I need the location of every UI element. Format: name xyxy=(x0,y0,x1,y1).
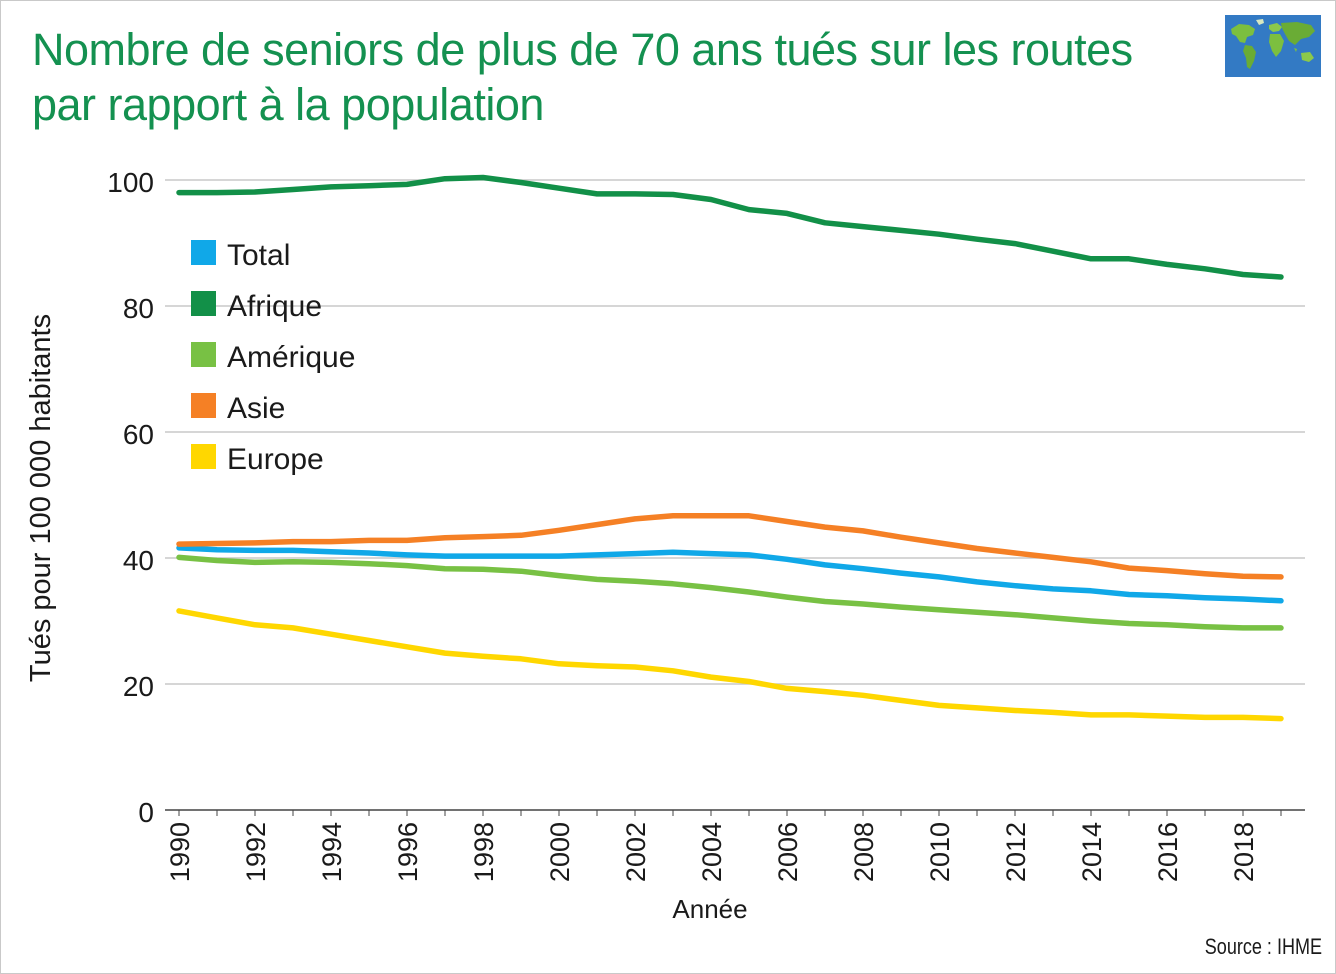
x-axis-title: Année xyxy=(672,894,747,924)
legend-label-afrique: Afrique xyxy=(227,290,322,323)
axes: 0 20 40 60 80 100 1990 1992 1994 1996 1998 2000 2002… xyxy=(107,167,1305,882)
x-tick-label-2008: 2008 xyxy=(849,822,879,882)
x-tick-label-2000: 2000 xyxy=(545,822,575,882)
legend-swatch-europe xyxy=(191,444,216,469)
series-line-amrique xyxy=(176,554,1284,631)
x-tick-label-2018: 2018 xyxy=(1229,822,1259,882)
legend-swatch-amrique xyxy=(191,342,216,367)
legend: Total Afrique Amérique Asie Europe xyxy=(191,239,355,476)
y-tick-label-80: 80 xyxy=(123,293,154,324)
chart-title-line-1: Nombre de seniors de plus de 70 ans tués… xyxy=(32,24,1133,75)
world-map-icon xyxy=(1225,15,1321,77)
series-line-afrique xyxy=(176,174,1284,280)
x-tick-label-1994: 1994 xyxy=(317,822,347,882)
y-axis-title: Tués pour 100 000 habitants xyxy=(25,314,57,682)
x-tick-label-2016: 2016 xyxy=(1153,822,1183,882)
series-line-total xyxy=(176,545,1284,604)
series-line-asie xyxy=(176,513,1284,580)
y-tick-label-40: 40 xyxy=(123,545,154,576)
x-tick-label-2006: 2006 xyxy=(773,822,803,882)
axis-labels: Année Tués pour 100 000 habitants xyxy=(25,314,748,924)
x-tick-label-1996: 1996 xyxy=(393,822,423,882)
y-tick-label-100: 100 xyxy=(107,167,154,198)
chart-title: Nombre de seniors de plus de 70 ans tués… xyxy=(32,22,1212,132)
x-tick-label-2014: 2014 xyxy=(1077,822,1107,882)
y-tick-label-20: 20 xyxy=(123,671,154,702)
series-line-europe xyxy=(176,608,1284,722)
series-lines xyxy=(176,174,1284,722)
legend-label-europe: Europe xyxy=(227,443,324,476)
source-note: Source : IHME xyxy=(1204,934,1322,959)
x-tick-label-2012: 2012 xyxy=(1001,822,1031,882)
grid-lines xyxy=(165,179,1305,685)
legend-swatch-asie xyxy=(191,393,216,418)
y-tick-label-60: 60 xyxy=(123,419,154,450)
x-tick-label-2004: 2004 xyxy=(697,822,727,882)
legend-swatch-afrique xyxy=(191,291,216,316)
x-tick-label-1998: 1998 xyxy=(469,822,499,882)
legend-label-amrique: Amérique xyxy=(227,341,355,374)
x-tick-label-2010: 2010 xyxy=(925,822,955,882)
legend-swatch-total xyxy=(191,240,216,265)
legend-label-asie: Asie xyxy=(227,392,285,425)
x-tick-label-1990: 1990 xyxy=(165,822,195,882)
y-tick-label-0: 0 xyxy=(138,797,154,828)
x-tick-label-2002: 2002 xyxy=(621,822,651,882)
chart-title-line-2: par rapport à la population xyxy=(32,79,544,130)
x-tick-label-1992: 1992 xyxy=(241,822,271,882)
legend-label-total: Total xyxy=(227,239,290,272)
